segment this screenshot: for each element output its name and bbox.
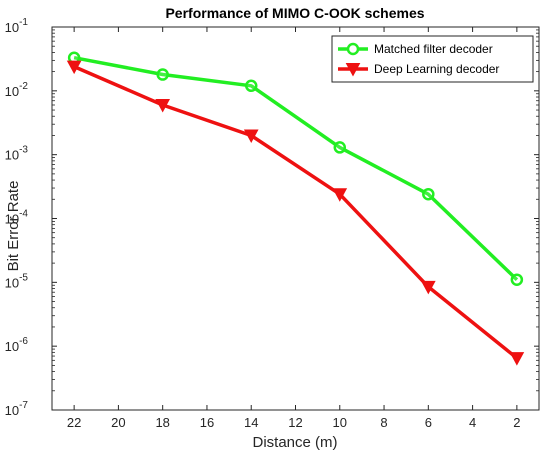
x-tick-label: 22: [67, 415, 81, 430]
y-tick-exponent: -1: [19, 17, 28, 28]
y-tick-label: 10-5: [5, 272, 29, 290]
y-tick-base: 10: [5, 20, 19, 35]
series-2-point: [155, 98, 171, 113]
x-tick-label: 18: [155, 415, 169, 430]
y-tick-exponent: -5: [19, 272, 28, 283]
plot-area: 22 20 18 16 14 12 10 8 6 4 210-710-610-510-410-310…: [5, 17, 540, 430]
y-tick-base: 10: [5, 148, 19, 163]
y-tick-base: 10: [5, 275, 19, 290]
x-tick-label: 12: [288, 415, 302, 430]
y-tick-label: 10-7: [5, 400, 29, 418]
legend-marker: [345, 63, 361, 77]
legend-label: Matched filter decoder: [374, 42, 493, 56]
series-2-point: [332, 188, 348, 202]
x-tick-label: 4: [469, 415, 476, 430]
y-tick-base: 10: [5, 339, 19, 354]
y-tick-exponent: -4: [19, 209, 28, 220]
y-tick-base: 10: [5, 212, 19, 227]
series-2-point: [420, 280, 436, 295]
x-tick-label: 16: [200, 415, 214, 430]
series-2-point: [66, 60, 82, 75]
series-1-point: [156, 68, 169, 81]
x-tick-label: 2: [513, 415, 520, 430]
series-line-2: [73, 64, 518, 360]
series-1-point: [244, 79, 258, 93]
legend-label: Deep Learning decoder: [374, 62, 499, 76]
series-line-1: [73, 55, 519, 281]
y-tick-label: 10-1: [5, 17, 29, 35]
series-1-point: [510, 273, 524, 286]
chart-title: Performance of MIMO C-OOK schemes: [165, 5, 424, 21]
x-tick-label: 6: [425, 415, 432, 430]
y-tick-base: 10: [5, 403, 19, 418]
y-tick-exponent: -7: [19, 400, 28, 411]
x-tick-label: 14: [244, 415, 258, 430]
y-tick-label: 10-4: [5, 209, 29, 227]
series-1-point: [333, 141, 347, 154]
legend-marker: [346, 42, 360, 56]
y-tick-base: 10: [5, 84, 19, 99]
axes-box: [51, 26, 540, 411]
x-tick-label: 10: [333, 415, 347, 430]
x-tick-label: 8: [380, 415, 387, 430]
y-tick-exponent: -2: [19, 81, 28, 92]
y-tick-exponent: -3: [19, 145, 28, 156]
series-2-point: [243, 129, 259, 144]
y-axis-label: Bit Error Rate: [5, 181, 22, 272]
x-tick-label: 20: [111, 415, 125, 430]
legend-box: [331, 35, 534, 83]
y-tick-exponent: -6: [19, 336, 28, 347]
x-axis-label: Distance (m): [252, 434, 337, 451]
y-tick-label: 10-3: [5, 145, 29, 163]
series-2-point: [509, 352, 525, 366]
y-tick-label: 10-6: [5, 336, 29, 354]
y-tick-label: 10-2: [5, 81, 29, 99]
series-1-point: [422, 187, 435, 201]
